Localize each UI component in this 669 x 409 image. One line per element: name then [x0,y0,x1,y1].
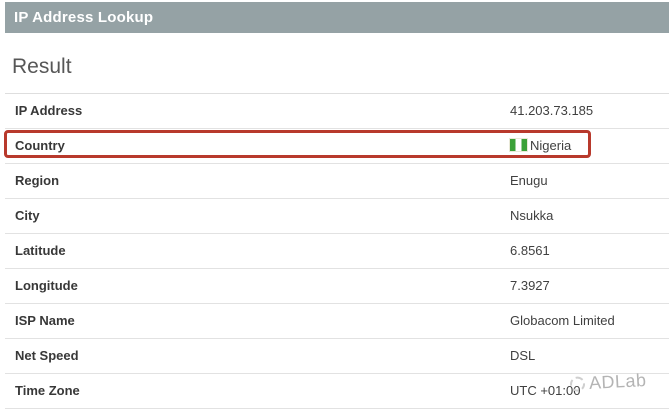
row-label: Latitude [15,243,66,258]
row-value: Nsukka [510,208,554,223]
row-label: IP Address [15,103,83,118]
row-value: Nigeria [510,129,571,163]
table-row-city: City Nsukka [5,199,669,234]
row-value: 6.8561 [510,243,550,258]
table-row-isp-name: ISP Name Globacom Limited [5,304,669,339]
nigeria-flag-icon [510,139,527,151]
header-bar: IP Address Lookup [5,2,669,33]
row-label: Region [15,173,60,188]
table-row-region: Region Enugu [5,164,669,199]
row-label: City [15,208,40,223]
table-row-ip-address: IP Address 41.203.73.185 [5,94,669,129]
row-value: 41.203.73.185 [510,103,594,118]
table-row-country: Country Nigeria [4,129,669,164]
row-value: 7.3927 [510,278,550,293]
row-value: Globacom Limited [510,313,615,328]
country-name: Nigeria [530,138,572,153]
row-value: DSL [510,348,536,363]
table-row-time-zone: Time Zone UTC +01:00 [5,374,669,409]
row-label: Time Zone [15,383,80,398]
section-title: Result [12,55,72,78]
table-row-latitude: Latitude 6.8561 [5,234,669,269]
table-row-net-speed: Net Speed DSL [5,339,669,374]
row-value: Enugu [510,173,548,188]
row-label: Longitude [15,278,78,293]
result-table: IP Address 41.203.73.185 Country Nigeria… [4,93,669,409]
row-label: Country [15,138,65,153]
country-highlight-box [4,130,591,158]
page-title: IP Address Lookup [14,9,154,26]
row-value: UTC +01:00 [510,383,581,398]
row-label: ISP Name [15,313,75,328]
row-label: Net Speed [15,348,79,363]
table-row-longitude: Longitude 7.3927 [5,269,669,304]
